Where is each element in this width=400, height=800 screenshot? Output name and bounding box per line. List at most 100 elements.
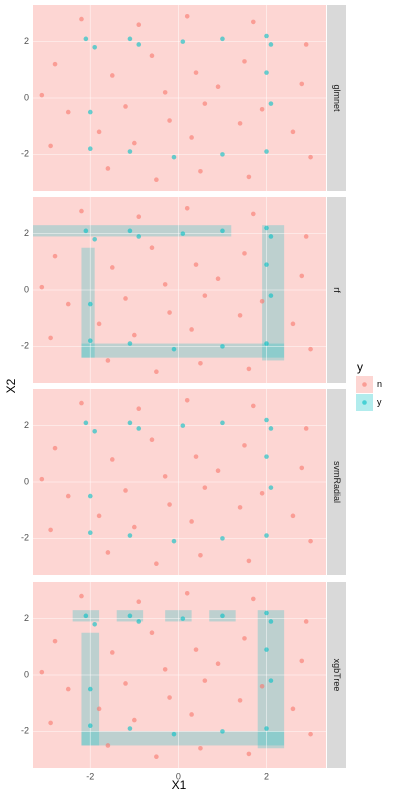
- point: [268, 293, 274, 298]
- point: [48, 720, 53, 726]
- point: [127, 36, 133, 42]
- facet-strip: [327, 197, 346, 383]
- point: [39, 476, 45, 482]
- point: [65, 109, 71, 115]
- x-tick-label: 2: [264, 771, 269, 781]
- point: [215, 84, 221, 90]
- point: [303, 42, 309, 47]
- point: [79, 593, 84, 599]
- point: [79, 208, 84, 214]
- point: [202, 678, 208, 683]
- point: [189, 712, 194, 717]
- y-tick-label: 2: [24, 228, 29, 238]
- point: [149, 630, 155, 636]
- y-tick-label: -2: [21, 149, 29, 159]
- point: [220, 228, 225, 234]
- point: [184, 397, 190, 403]
- point: [171, 346, 177, 352]
- point: [83, 228, 89, 234]
- point: [189, 135, 194, 140]
- point: [264, 262, 269, 267]
- point: [127, 533, 133, 538]
- point: [110, 457, 115, 462]
- point: [180, 231, 186, 236]
- point: [202, 293, 208, 298]
- point: [110, 650, 115, 655]
- point: [264, 610, 269, 616]
- point: [246, 366, 252, 372]
- point: [202, 101, 208, 106]
- point: [308, 731, 313, 737]
- point: [171, 731, 177, 737]
- y-tick-label: 2: [24, 36, 29, 46]
- point: [65, 301, 71, 307]
- x-tick-label: -2: [86, 771, 94, 781]
- point: [83, 420, 89, 426]
- point: [87, 109, 93, 115]
- legend-label: n: [377, 379, 382, 389]
- point: [264, 454, 269, 459]
- point: [87, 723, 93, 729]
- point: [308, 346, 313, 352]
- point: [79, 400, 84, 406]
- point: [87, 301, 93, 307]
- y-tick-label: 0: [24, 92, 29, 102]
- point: [65, 493, 71, 499]
- point: [123, 104, 128, 109]
- y-tick-label: -2: [21, 341, 29, 351]
- point: [123, 296, 128, 301]
- facet-label: xgbTree: [332, 659, 342, 692]
- point: [268, 485, 274, 490]
- point: [264, 149, 269, 154]
- point: [39, 669, 45, 675]
- point: [96, 706, 102, 712]
- point: [299, 465, 305, 471]
- y-tick-label: 0: [24, 284, 29, 294]
- point: [162, 667, 168, 672]
- point: [264, 647, 269, 652]
- point: [136, 214, 142, 220]
- facet-label: glmnet: [332, 84, 342, 112]
- point: [242, 59, 247, 64]
- point: [264, 70, 269, 75]
- point: [259, 106, 265, 112]
- y-tick-label: 2: [24, 420, 29, 430]
- point: [220, 420, 225, 426]
- point: [259, 490, 265, 496]
- facet-strip: [327, 389, 346, 575]
- point: [193, 262, 199, 267]
- point: [52, 638, 58, 644]
- point: [220, 536, 225, 541]
- point: [308, 154, 313, 160]
- point: [290, 706, 296, 712]
- decision-region: [81, 247, 95, 358]
- point: [220, 152, 225, 157]
- point: [251, 211, 256, 217]
- point: [154, 177, 159, 183]
- point: [242, 443, 247, 448]
- y-tick-label: 0: [24, 669, 29, 679]
- point: [268, 619, 274, 624]
- point: [220, 729, 225, 734]
- facet-label: rf: [332, 287, 342, 293]
- y-tick-label: 0: [24, 476, 29, 486]
- point: [162, 474, 168, 479]
- point: [290, 129, 296, 135]
- point: [167, 310, 172, 315]
- point: [110, 73, 115, 78]
- point: [136, 406, 142, 412]
- point: [136, 42, 142, 47]
- point: [154, 561, 159, 567]
- point: [299, 658, 305, 664]
- point: [299, 81, 305, 87]
- facet-label: svmRadial: [332, 461, 342, 503]
- point: [132, 717, 137, 723]
- decision-region: [81, 731, 285, 746]
- point: [246, 174, 252, 180]
- legend-marker: [362, 382, 367, 387]
- point: [184, 13, 190, 19]
- point: [123, 488, 128, 493]
- point: [136, 619, 142, 624]
- point: [105, 743, 111, 748]
- point: [96, 129, 102, 135]
